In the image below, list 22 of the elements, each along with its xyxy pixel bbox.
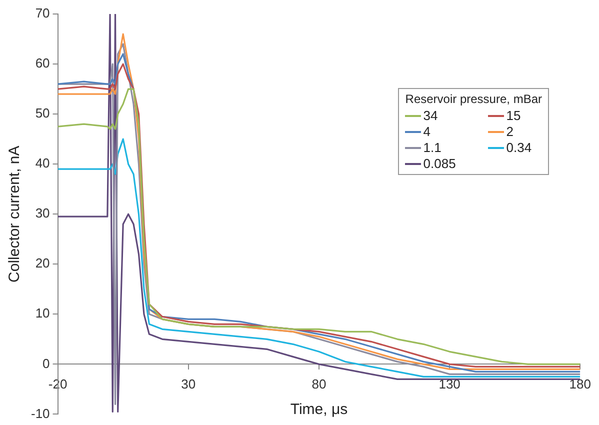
y-tick-label: 30	[35, 206, 50, 221]
legend-label: 15	[506, 108, 521, 123]
legend-title: Reservoir pressure, mBar	[405, 92, 542, 106]
x-tick-label: 30	[181, 376, 196, 392]
x-tick-label: 180	[569, 376, 592, 392]
legend-label: 0.34	[506, 140, 532, 155]
legend-label: 0.085	[423, 156, 456, 171]
legend-label: 2	[506, 124, 514, 139]
y-tick-label: 70	[35, 6, 50, 21]
y-tick-label: 10	[35, 306, 50, 321]
y-tick-label: 0	[42, 356, 50, 371]
y-tick-label: 60	[35, 56, 50, 71]
y-tick-label: 50	[35, 106, 50, 121]
y-tick-label: -10	[30, 406, 50, 421]
legend-label: 1.1	[423, 140, 442, 155]
y-axis-title: Collector current, nA	[6, 146, 24, 282]
y-tick-label: 40	[35, 156, 50, 171]
x-axis-title: Time, μs	[290, 400, 348, 418]
legend-label: 4	[423, 124, 431, 139]
y-tick-label: 20	[35, 256, 50, 271]
legend-label: 34	[423, 108, 438, 123]
x-tick-label: 80	[312, 376, 326, 392]
